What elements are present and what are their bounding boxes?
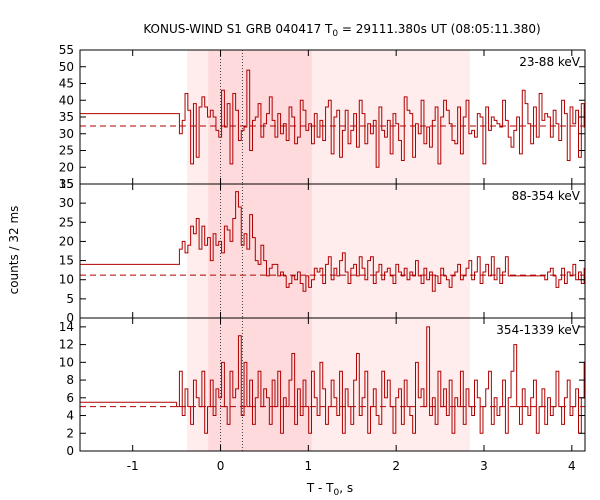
panel-1: 15 20 25 30 35 40 45 50 55 23-88 keV (59, 43, 586, 191)
panel-frame (79, 317, 586, 452)
y-tick-label: 25 (59, 215, 74, 229)
y-tick-label: 40 (59, 93, 74, 107)
x-tick-label: 0 (217, 459, 225, 473)
x-tick-label: 2 (392, 459, 400, 473)
x-axis-label-subscript: 0 (334, 488, 340, 498)
y-tick-label: 25 (59, 144, 74, 158)
energy-band-label: 23-88 keV (519, 55, 581, 69)
y-tick-label: 15 (59, 177, 74, 191)
x-axis-label-rest: , s (339, 481, 353, 495)
x-tick-label: 4 (568, 459, 576, 473)
shade-inner-interval (208, 318, 312, 451)
y-tick-label: 50 (59, 60, 74, 74)
energy-band-label: 354-1339 keV (496, 323, 580, 337)
y-tick-label: 20 (59, 234, 74, 248)
y-tick-label: 2 (66, 426, 74, 440)
y-tick-label: 5 (66, 292, 74, 306)
x-tick-label: 1 (305, 459, 313, 473)
y-tick-label: 0 (66, 311, 74, 325)
y-tick-label: 8 (66, 373, 74, 387)
y-tick-label: 12 (59, 338, 74, 352)
shade-inner-interval (208, 184, 312, 318)
y-tick-label: 45 (59, 77, 74, 91)
panel-2: 0 5 10 15 20 25 30 35 88-354 keV (59, 177, 586, 325)
chart-title-subscript: 0 (332, 29, 338, 39)
y-tick-label: 0 (66, 444, 74, 458)
x-tick-label: -1 (127, 459, 139, 473)
y-tick-label: 6 (66, 391, 74, 405)
chart-title-rest: = 29111.380s UT (08:05:11.380) (338, 22, 541, 36)
y-tick-label: 30 (59, 127, 74, 141)
y-tick-label: 15 (59, 254, 74, 268)
y-tick-label: 20 (59, 160, 74, 174)
shade-inner-interval (208, 50, 312, 184)
y-tick-label: 10 (59, 273, 74, 287)
x-tick-label: 3 (480, 459, 488, 473)
energy-band-label: 88-354 keV (512, 189, 581, 203)
chart-title: KONUS-WIND S1 GRB 040417 T0 = 29111.380s… (143, 22, 540, 39)
y-tick-label: 35 (59, 177, 74, 191)
x-axis-label-main: T - T (306, 481, 334, 495)
y-axis-label: counts / 32 ms (7, 206, 21, 295)
y-tick-label: 35 (59, 110, 74, 124)
histogram-series (176, 191, 585, 292)
histogram-series (176, 326, 585, 434)
y-tick-label: 10 (59, 355, 74, 369)
panel-3: 0 2 4 6 8 10 12 14 354-1339 keV (59, 317, 586, 458)
y-tick-label: 30 (59, 196, 74, 210)
y-tick-label: 14 (59, 320, 74, 334)
x-axis-label: T - T0, s (306, 481, 353, 498)
chart-title-main: KONUS-WIND S1 GRB 040417 T (143, 22, 333, 36)
histogram-series (176, 69, 585, 168)
y-tick-label: 55 (59, 43, 74, 57)
y-tick-label: 4 (66, 409, 74, 423)
